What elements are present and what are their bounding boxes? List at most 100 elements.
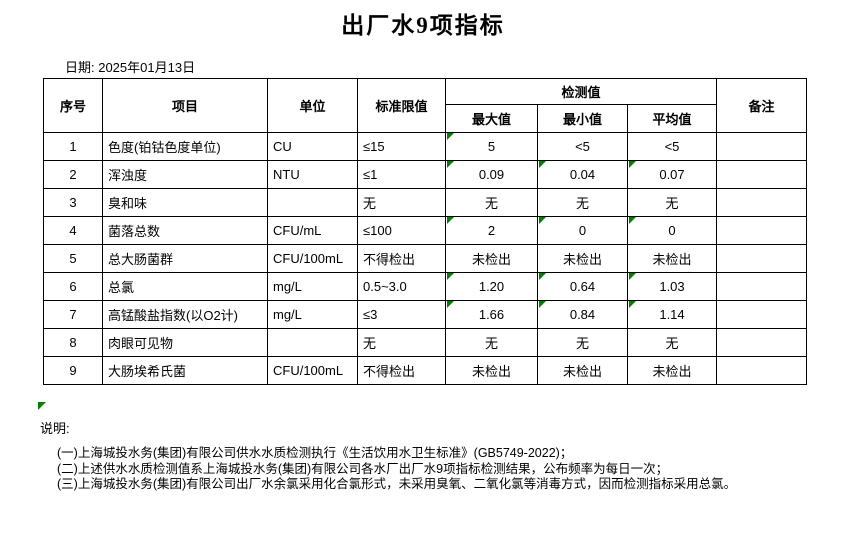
cell-avg: 0 [627,216,717,245]
green-flag-icon [38,402,46,410]
green-flag-icon [446,217,455,226]
table-row: 8 肉眼可见物 无 无 无 无 [43,328,807,357]
table-row: 1 色度(铂钴色度单位) CU ≤15 5 <5 <5 [43,132,807,161]
note-line: (三)上海城投水务(集团)有限公司出厂水余氯采用化合氯形式，未采用臭氧、二氧化氯… [57,477,737,491]
cell-unit: CU [267,132,358,161]
green-flag-icon [628,217,637,226]
cell-avg: <5 [627,132,717,161]
cell-no: 3 [43,188,103,217]
green-flag-icon [538,273,547,282]
table-row: 3 臭和味 无 无 无 无 [43,188,807,217]
cell-unit [267,188,358,217]
cell-remark [716,188,807,217]
cell-unit: mg/L [267,272,358,301]
cell-unit: NTU [267,160,358,189]
green-flag-icon [446,301,455,310]
report-date: 日期: 2025年01月13日 [65,60,196,75]
cell-remark [716,328,807,357]
cell-max: 1.66 [445,300,538,329]
cell-remark [716,244,807,273]
cell-item: 肉眼可见物 [102,328,268,357]
note-line: (一)上海城投水务(集团)有限公司供水水质检测执行《生活饮用水卫生标准》(GB5… [57,446,573,460]
cell-avg: 1.03 [627,272,717,301]
green-flag-icon [446,273,455,282]
cell-avg: 0.07 [627,160,717,189]
table-row: 6 总氯 mg/L 0.5~3.0 1.20 0.64 1.03 [43,272,807,301]
note-line: (二)上述供水水质检测值系上海城投水务(集团)有限公司各水厂出厂水9项指标检测结… [57,461,669,476]
green-flag-icon [538,217,547,226]
green-flag-icon [446,133,455,142]
table-row: 7 高锰酸盐指数(以O2计) mg/L ≤3 1.66 0.84 1.14 [43,300,807,329]
cell-min: 0.04 [537,160,628,189]
table-row: 2 浑浊度 NTU ≤1 0.09 0.04 0.07 [43,160,807,189]
green-flag-icon [628,161,637,170]
cell-item: 高锰酸盐指数(以O2计) [102,300,268,329]
green-flag-icon [538,301,547,310]
cell-limit: ≤3 [357,300,446,329]
cell-item: 总氯 [102,272,268,301]
cell-limit: ≤1 [357,160,446,189]
cell-max: 无 [445,188,538,217]
cell-no: 6 [43,272,103,301]
cell-no: 4 [43,216,103,245]
cell-remark [716,160,807,189]
page-title: 出厂水9项指标 [341,13,505,38]
cell-avg: 无 [627,188,717,217]
cell-unit [267,328,358,357]
water-quality-table: 序号 项目 单位 标准限值 检测值 备注 最大值 最小值 平均值 1 色度(铂钴… [43,78,807,385]
cell-item: 菌落总数 [102,216,268,245]
cell-min: 未检出 [537,356,628,385]
cell-max: 未检出 [445,244,538,273]
cell-unit: mg/L [267,300,358,329]
notes-heading: 说明: [40,421,70,436]
cell-remark [716,300,807,329]
cell-max: 未检出 [445,356,538,385]
cell-remark [716,356,807,385]
cell-limit: 不得检出 [357,356,446,385]
cell-limit: 无 [357,188,446,217]
col-header-limit: 标准限值 [357,78,446,133]
table-row: 4 菌落总数 CFU/mL ≤100 2 0 0 [43,216,807,245]
green-flag-icon [628,301,637,310]
cell-max: 5 [445,132,538,161]
notes-list: (一)上海城投水务(集团)有限公司供水水质检测执行《生活饮用水卫生标准》(GB5… [57,446,736,493]
col-header-no: 序号 [43,78,103,133]
cell-min: 无 [537,188,628,217]
table-row: 5 总大肠菌群 CFU/100mL 不得检出 未检出 未检出 未检出 [43,244,807,273]
cell-limit: 不得检出 [357,244,446,273]
cell-min: 无 [537,328,628,357]
col-header-detect-group: 检测值 [445,78,717,105]
cell-limit: ≤15 [357,132,446,161]
cell-limit: 0.5~3.0 [357,272,446,301]
cell-item: 色度(铂钴色度单位) [102,132,268,161]
header-row-2: 最大值 最小值 平均值 [44,104,807,133]
cell-item: 大肠埃希氏菌 [102,356,268,385]
cell-max: 无 [445,328,538,357]
cell-avg: 1.14 [627,300,717,329]
cell-limit: ≤100 [357,216,446,245]
cell-remark [716,272,807,301]
cell-min: 0.64 [537,272,628,301]
cell-min: <5 [537,132,628,161]
cell-min: 0.84 [537,300,628,329]
cell-no: 8 [43,328,103,357]
cell-unit: CFU/100mL [267,244,358,273]
cell-no: 1 [43,132,103,161]
cell-min: 未检出 [537,244,628,273]
col-header-unit: 单位 [267,78,358,133]
green-flag-icon [446,161,455,170]
col-header-max: 最大值 [445,104,538,133]
cell-unit: CFU/100mL [267,356,358,385]
col-header-avg: 平均值 [627,104,717,133]
green-flag-icon [628,273,637,282]
cell-item: 浑浊度 [102,160,268,189]
cell-item: 总大肠菌群 [102,244,268,273]
cell-no: 5 [43,244,103,273]
cell-avg: 未检出 [627,356,717,385]
cell-item: 臭和味 [102,188,268,217]
header-row-1: 序号 项目 单位 标准限值 检测值 备注 [43,78,807,133]
green-flag-icon [538,161,547,170]
cell-remark [716,132,807,161]
col-header-item: 项目 [102,78,268,133]
table-row: 9 大肠埃希氏菌 CFU/100mL 不得检出 未检出 未检出 未检出 [43,356,807,385]
